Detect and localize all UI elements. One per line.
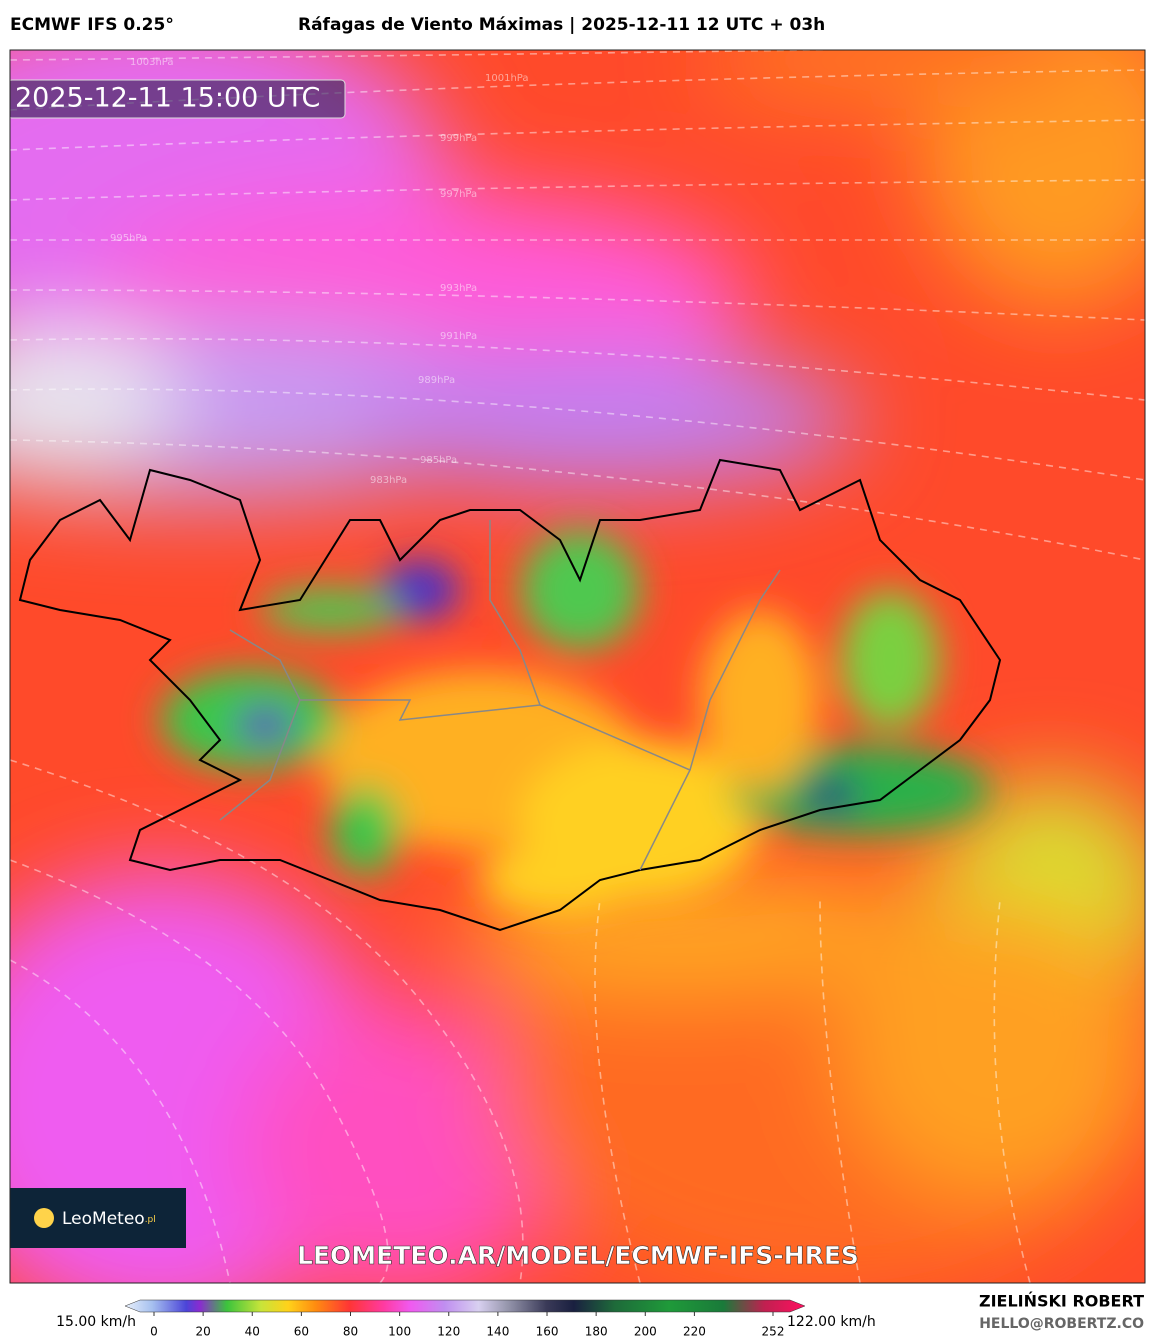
isobar-label: 1003hPa [130, 57, 174, 68]
isobar-label: 985hPa [420, 455, 457, 466]
map-frame [9, 49, 1146, 1284]
isobar-labels: 1003hPa 1001hPa 999hPa 997hPa 995hPa 993hPa 99… [110, 57, 529, 486]
isobar-label: 983hPa [370, 475, 407, 486]
colorbar-tick-label: 120 [437, 1325, 460, 1339]
iceland-coast [18, 458, 1002, 932]
isobar-label: 993hPa [440, 283, 477, 294]
colorbar-tick-label: 40 [245, 1325, 260, 1339]
isobar-label: 989hPa [418, 375, 455, 386]
land-field [160, 530, 990, 915]
colorbar-ticks: 0 20 40 60 80 100 120 140 160 180 200 220 252 [150, 1312, 784, 1339]
colorbar-tick-label: 60 [294, 1325, 309, 1339]
colorbar-tick-label: 140 [486, 1325, 509, 1339]
colorbar-tick-label: 252 [762, 1325, 785, 1339]
isobar-label: 997hPa [440, 189, 477, 200]
colorbar-tick-label: 220 [683, 1325, 706, 1339]
colorbar-tick-label: 180 [585, 1325, 608, 1339]
colorbar-tick-label: 20 [195, 1325, 210, 1339]
author: ZIELIŃSKI ROBERT [979, 1292, 1144, 1311]
colorbar-tick-label: 200 [634, 1325, 657, 1339]
email: HELLO@ROBERTZ.CO [979, 1316, 1144, 1332]
logo-text: LeoMeteo.pl [62, 1209, 156, 1229]
colorbar-tick-label: 80 [343, 1325, 358, 1339]
source-url: LEOMETEO.AR/MODEL/ECMWF-IFS-HRES [297, 1241, 859, 1270]
colorbar-max: 122.00 km/h [787, 1314, 876, 1330]
isobar-label: 1001hPa [485, 73, 529, 84]
colorbar-tick-label: 160 [536, 1325, 559, 1339]
colorbar-tick-label: 100 [388, 1325, 411, 1339]
model-name: ECMWF IFS 0.25° [10, 15, 174, 35]
logo-sun [34, 1208, 54, 1228]
isobar-label: 999hPa [440, 133, 477, 144]
map-title: Ráfagas de Viento Máximas | 2025-12-11 1… [298, 15, 825, 35]
borders [219, 520, 781, 871]
timestamp-box [10, 79, 346, 119]
isobar-label: 991hPa [440, 331, 477, 342]
isobar-label: 995hPa [110, 233, 147, 244]
colorbar-tick-label: 0 [150, 1325, 158, 1339]
colorbar-min: 15.00 km/h [56, 1314, 136, 1330]
colorbar [124, 1299, 806, 1313]
timestamp: 2025-12-11 15:00 UTC [15, 83, 320, 114]
